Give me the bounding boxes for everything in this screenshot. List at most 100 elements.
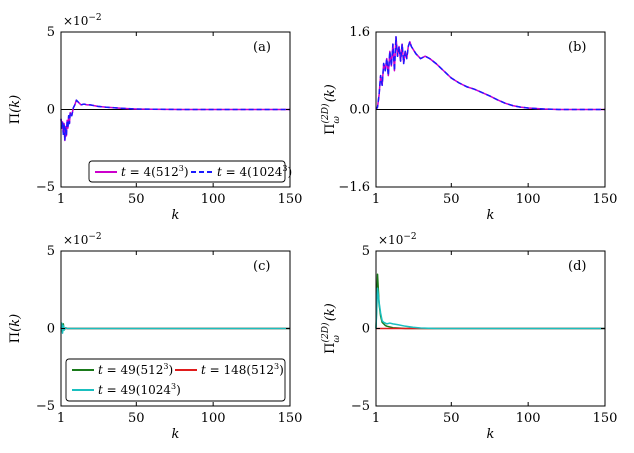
x-tick-label: 150	[593, 411, 618, 426]
multiplier-base: ×10	[378, 233, 403, 247]
multiplier-base: ×10	[63, 14, 88, 28]
x-tick-label: 100	[201, 192, 226, 207]
y-tick-label: 0.0	[349, 103, 370, 118]
x-tick-label: 1	[372, 192, 380, 207]
legend-value: = 4(1024	[222, 165, 283, 179]
legend-t: t	[98, 363, 103, 377]
y-tick-label: −5	[36, 180, 55, 195]
panel-b: 1 50 100 150−1.60.01.6(b)kΠ(2D)ω(k)	[320, 25, 617, 223]
legend-exp: 3	[179, 164, 184, 173]
panel-label: (a)	[253, 40, 271, 55]
x-tick-label: 1	[57, 192, 65, 207]
x-tick-label: 50	[128, 192, 145, 207]
y-axis-label: Π(2D)ω (k)	[320, 303, 342, 354]
legend-label: t = 148(5123)	[201, 362, 284, 377]
legend-value: = 49(512	[103, 363, 164, 377]
legend-exp: 3	[163, 362, 168, 371]
legend-close: )	[176, 383, 181, 397]
y-tick-label: 0	[47, 103, 55, 118]
y-tick-label: 5	[47, 244, 55, 259]
ylabel-sub: ω	[332, 335, 342, 343]
series-line-1	[60, 323, 290, 333]
panel-label: (d)	[568, 259, 586, 274]
y-tick-label: 5	[362, 244, 370, 259]
y-tick-label: −5	[351, 399, 370, 414]
legend-label: t = 4(10243)	[217, 164, 292, 179]
legend-exp: 3	[282, 164, 287, 173]
legend-t: t	[98, 383, 103, 397]
legend-label: t = 4(5123)	[121, 164, 189, 179]
legend-box	[88, 160, 286, 183]
legend-close: )	[184, 165, 189, 179]
series-line-3	[375, 287, 605, 330]
x-axis-label: k	[172, 427, 180, 442]
x-tick-label: 50	[443, 411, 460, 426]
x-tick-label: 100	[516, 411, 541, 426]
series-line-2	[60, 99, 290, 142]
ylabel-arg: (k)	[323, 303, 338, 321]
multiplier-exponent: −2	[403, 232, 416, 242]
x-tick-label: 100	[516, 192, 541, 207]
legend-label: t = 49(5123)	[98, 362, 173, 377]
legend-close: )	[279, 363, 284, 377]
series-line-1	[60, 99, 290, 142]
panel-a: 1 50 100 150−505×10−2(a)kΠ(k)t = 4(5123) t =…	[8, 13, 302, 223]
y-axis-label: Π(k)	[8, 314, 23, 343]
legend-value: = 49(1024	[103, 383, 172, 397]
legend-exp: 3	[171, 382, 176, 391]
legend-t: t	[201, 363, 206, 377]
legend-close: )	[287, 165, 292, 179]
x-tick-label: 150	[278, 411, 303, 426]
panel-d: 1 50 100 150−505×10−2(d)kΠ(2D)ω(k)	[320, 232, 617, 442]
axis-multiplier: ×10−2	[63, 13, 102, 28]
y-tick-label: 1.6	[349, 25, 370, 40]
series-line-2	[375, 36, 605, 111]
ylabel-sup: (2D)	[320, 103, 331, 123]
multiplier-exponent: −2	[88, 13, 101, 23]
x-tick-label: 150	[593, 192, 618, 207]
panel-c: 1 50 100 150−505×10−2(c)kΠ(k)t = 49(5123) t …	[8, 232, 302, 442]
ylabel-pi: Π	[8, 113, 23, 124]
legend-value: = 4(512	[126, 165, 179, 179]
multiplier-exponent: −2	[88, 232, 101, 242]
panel-label: (c)	[253, 259, 270, 274]
x-axis-label: k	[487, 427, 495, 442]
legend-t: t	[217, 165, 222, 179]
x-axis-label: k	[487, 208, 495, 223]
axis-multiplier: ×10−2	[378, 232, 417, 247]
ylabel-arg: (k)	[8, 95, 23, 113]
x-axis-label: k	[172, 208, 180, 223]
series-line-1	[375, 273, 605, 330]
y-tick-label: −1.6	[338, 180, 370, 195]
x-tick-label: 50	[128, 411, 145, 426]
ylabel-arg: (k)	[8, 314, 23, 332]
ylabel-sub: ω	[332, 116, 342, 124]
x-tick-label: 50	[443, 192, 460, 207]
legend-close: )	[168, 363, 173, 377]
y-axis-label: Π(k)	[8, 95, 23, 124]
ylabel-pi: Π	[8, 332, 23, 343]
legend-value: = 148(512	[206, 363, 274, 377]
y-tick-label: −5	[36, 399, 55, 414]
y-tick-label: 0	[362, 322, 370, 337]
axis-multiplier: ×10−2	[63, 232, 102, 247]
legend: t = 49(5123) t = 148(5123)t = 49(10243)	[65, 358, 286, 402]
legend-label: t = 49(10243)	[98, 382, 181, 397]
y-tick-label: 0	[47, 322, 55, 337]
legend: t = 4(5123) t = 4(10243)	[88, 160, 292, 183]
ylabel-arg: (k)	[323, 84, 338, 102]
ylabel-sup: (2D)	[320, 322, 331, 342]
series-line-3	[60, 322, 290, 334]
panel-label: (b)	[568, 40, 586, 55]
ylabel-pi: Π	[323, 124, 338, 135]
multiplier-base: ×10	[63, 233, 88, 247]
legend-t: t	[121, 165, 126, 179]
y-axis-label: Π(2D)ω (k)	[320, 84, 342, 135]
x-tick-label: 1	[372, 411, 380, 426]
legend-box	[65, 358, 286, 402]
legend-exp: 3	[274, 362, 279, 371]
x-tick-label: 100	[201, 411, 226, 426]
x-tick-label: 150	[278, 192, 303, 207]
x-tick-label: 1	[57, 411, 65, 426]
